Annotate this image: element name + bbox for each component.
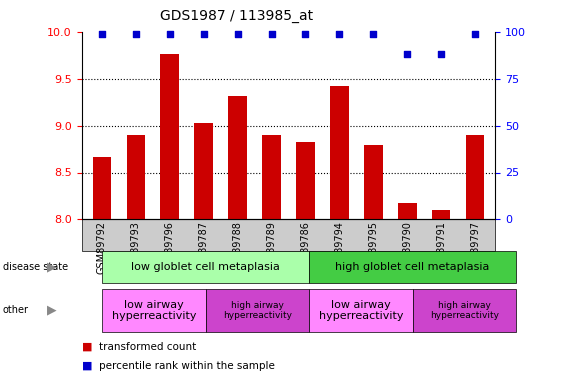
- Text: high globlet cell metaplasia: high globlet cell metaplasia: [336, 262, 490, 272]
- Bar: [398, 202, 417, 219]
- Bar: [466, 135, 484, 219]
- Bar: [194, 123, 213, 219]
- Point: [166, 31, 175, 37]
- Bar: [229, 96, 247, 219]
- Text: ■: ■: [82, 342, 92, 352]
- Bar: [364, 146, 383, 219]
- Bar: [296, 142, 315, 219]
- Point: [233, 31, 242, 37]
- Text: ■: ■: [82, 361, 92, 370]
- Text: low airway
hyperreactivity: low airway hyperreactivity: [112, 300, 196, 321]
- Point: [335, 31, 344, 37]
- Text: other: other: [3, 305, 29, 315]
- Point: [267, 31, 276, 37]
- Bar: [160, 54, 179, 219]
- Text: ▶: ▶: [47, 304, 57, 317]
- Point: [369, 31, 378, 37]
- Text: low airway
hyperreactivity: low airway hyperreactivity: [319, 300, 403, 321]
- Bar: [330, 86, 348, 219]
- Point: [131, 31, 140, 37]
- Point: [199, 31, 208, 37]
- Point: [301, 31, 310, 37]
- Point: [471, 31, 480, 37]
- Bar: [93, 157, 111, 219]
- Text: disease state: disease state: [3, 262, 68, 272]
- Point: [97, 31, 106, 37]
- Bar: [432, 210, 450, 219]
- Bar: [262, 135, 281, 219]
- Text: high airway
hyperreactivity: high airway hyperreactivity: [223, 301, 292, 320]
- Text: low globlet cell metaplasia: low globlet cell metaplasia: [131, 262, 280, 272]
- Text: high airway
hyperreactivity: high airway hyperreactivity: [430, 301, 499, 320]
- Text: percentile rank within the sample: percentile rank within the sample: [99, 361, 274, 370]
- Text: transformed count: transformed count: [99, 342, 196, 352]
- Text: ▶: ▶: [47, 261, 57, 274]
- Point: [403, 51, 412, 57]
- Point: [437, 51, 446, 57]
- Bar: [127, 135, 145, 219]
- Text: GDS1987 / 113985_at: GDS1987 / 113985_at: [160, 9, 313, 23]
